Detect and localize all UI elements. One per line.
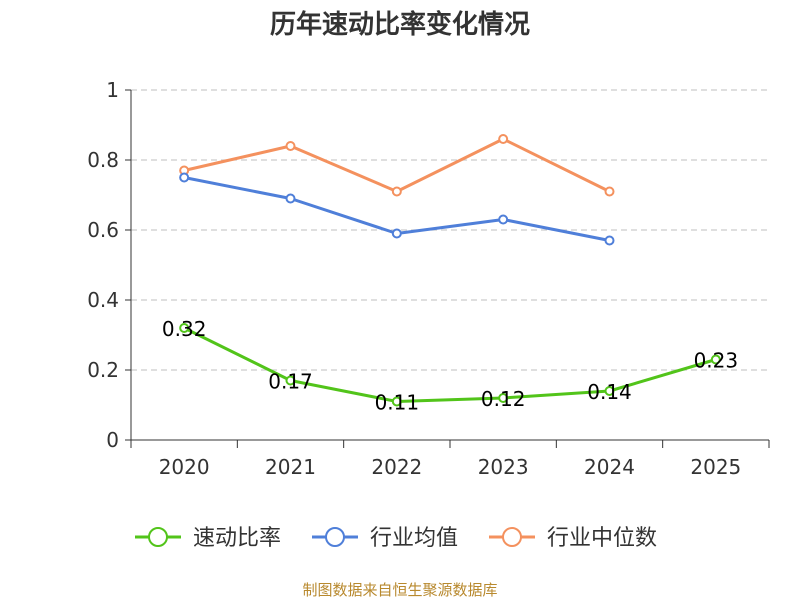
legend-marker-速动比率: [148, 527, 168, 547]
footer-source-text: 制图数据来自恒生聚源数据库: [302, 581, 498, 599]
x-tick-label-2024: 2024: [584, 455, 635, 479]
series-速动比率: [179, 323, 721, 407]
y-tick-label-0.6: 0.6: [87, 218, 119, 242]
axes: 0 0.2 0.4 0.6 0.8 1 2020 2021 2022 2023 2024 2025: [87, 78, 770, 479]
legend-item-行业中位数: 行业中位数: [489, 526, 657, 551]
series-line-速动比率: [183, 326, 717, 403]
series-行业均值: [179, 172, 615, 246]
data-label-2024: 0.14: [587, 380, 632, 404]
chart-title: 历年速动比率变化情况: [269, 10, 530, 40]
data-label-2021: 0.17: [268, 370, 313, 394]
data-point-行业中位数-2022: [391, 186, 402, 197]
data-point-速动比率-2021: [285, 375, 296, 386]
data-point-行业均值-2021: [285, 193, 296, 204]
data-labels: 0.32 0.17 0.11 0.12 0.14 0.23: [162, 317, 738, 415]
x-tick-label-2021: 2021: [265, 455, 316, 479]
series-group: [179, 134, 721, 407]
x-tick-label-2020: 2020: [159, 455, 210, 479]
y-tick-label-0.4: 0.4: [87, 288, 119, 312]
data-label-2020: 0.32: [162, 317, 207, 341]
data-label-2025: 0.23: [694, 349, 739, 373]
data-point-速动比率-2020: [179, 323, 190, 333]
data-point-行业均值-2020: [179, 172, 190, 183]
legend-marker-行业均值: [325, 527, 345, 547]
data-label-2022: 0.11: [375, 391, 420, 415]
x-tick-label-2023: 2023: [478, 455, 529, 479]
data-label-2023: 0.12: [481, 387, 526, 411]
data-point-速动比率-2022: [391, 396, 402, 407]
y-tick-label-0.2: 0.2: [87, 358, 119, 382]
series-行业中位数: [179, 134, 615, 197]
y-tick-label-0: 0: [106, 428, 119, 452]
legend-item-行业均值: 行业均值: [312, 526, 458, 551]
legend: 速动比率 行业均值 行业中位数: [135, 526, 657, 551]
y-tick-label-1: 1: [106, 78, 119, 102]
data-point-速动比率-2023: [498, 393, 509, 403]
legend-marker-行业中位数: [502, 527, 522, 547]
data-point-行业均值-2022: [391, 228, 402, 239]
data-point-速动比率-2024: [604, 386, 615, 396]
data-point-行业中位数-2023: [498, 134, 509, 144]
data-point-速动比率-2025: [710, 354, 721, 365]
x-tick-label-2025: 2025: [690, 455, 741, 479]
series-line-行业中位数: [183, 137, 611, 193]
legend-label-行业中位数: 行业中位数: [547, 526, 657, 551]
data-point-行业中位数-2021: [285, 141, 296, 151]
y-tick-label-0.8: 0.8: [87, 148, 119, 172]
legend-label-速动比率: 速动比率: [193, 526, 281, 551]
data-point-行业均值-2024: [604, 235, 615, 246]
legend-label-行业均值: 行业均值: [370, 526, 458, 551]
legend-item-速动比率: 速动比率: [135, 526, 281, 551]
data-point-行业均值-2023: [498, 214, 509, 225]
x-tick-label-2022: 2022: [371, 455, 422, 479]
data-point-行业中位数-2024: [604, 186, 615, 197]
grid-lines: [131, 89, 769, 371]
